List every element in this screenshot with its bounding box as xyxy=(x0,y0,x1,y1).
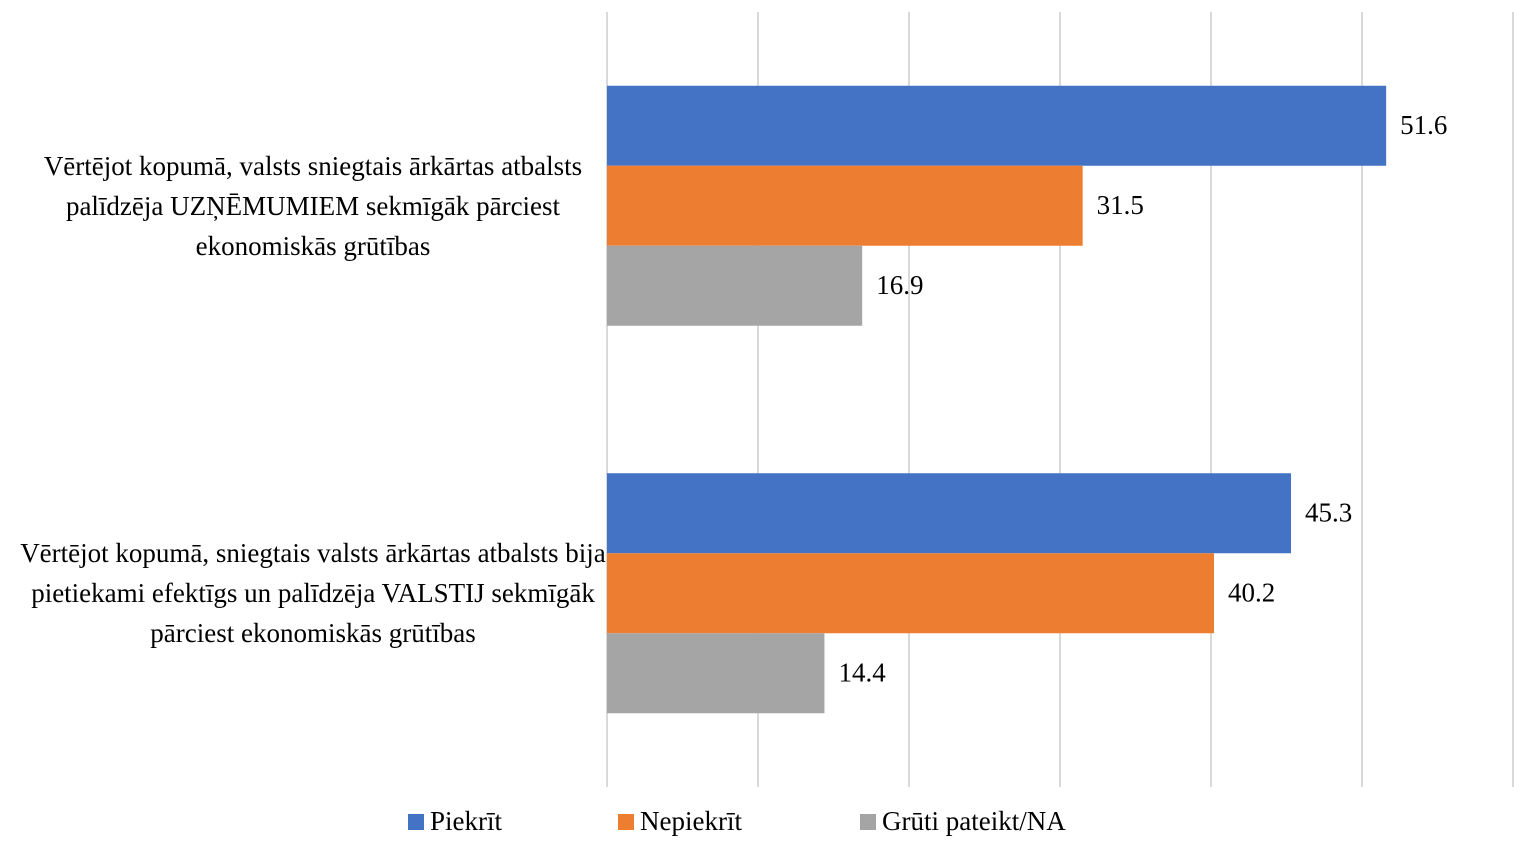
category-label: Vērtējot kopumā, sniegtais valsts ārkārt… xyxy=(20,538,606,649)
bar xyxy=(607,553,1215,634)
value-label: 45.3 xyxy=(1305,497,1352,527)
value-label: 51.6 xyxy=(1400,110,1447,140)
value-label: 16.9 xyxy=(876,270,923,300)
legend-item: Nepiekrīt xyxy=(618,806,742,837)
value-label: 40.2 xyxy=(1228,577,1275,607)
legend-item: Grūti pateikt/NA xyxy=(860,806,1066,837)
bar xyxy=(607,85,1387,166)
legend-item: Piekrīt xyxy=(408,806,502,837)
value-label: 14.4 xyxy=(838,657,886,687)
legend-swatch xyxy=(408,813,424,830)
bar xyxy=(607,245,863,326)
bar xyxy=(607,473,1292,554)
bar xyxy=(607,633,825,714)
legend: Piekrīt Nepiekrīt Grūti pateikt/NA xyxy=(0,806,1514,846)
category-label: Vērtējot kopumā, valsts sniegtais ārkārt… xyxy=(43,150,583,261)
legend-swatch xyxy=(860,813,876,830)
legend-label: Nepiekrīt xyxy=(640,806,742,836)
legend-swatch xyxy=(618,813,634,830)
legend-label: Grūti pateikt/NA xyxy=(882,806,1066,836)
bar xyxy=(607,165,1083,246)
value-label: 31.5 xyxy=(1097,190,1144,220)
legend-label: Piekrīt xyxy=(430,806,502,836)
